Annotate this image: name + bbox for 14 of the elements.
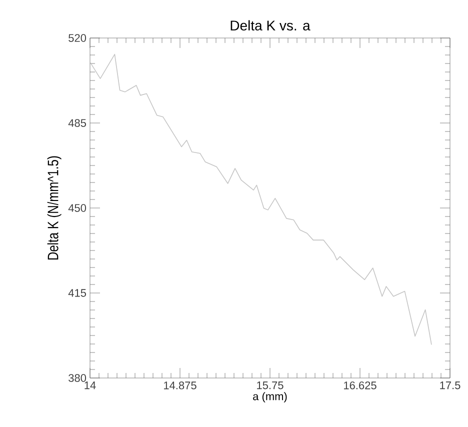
y-tick-label: 485 <box>68 119 86 127</box>
y-tick-label: 415 <box>68 289 86 297</box>
x-tick-label: 14 <box>84 382 96 390</box>
x-tick-label: 16.625 <box>344 382 376 390</box>
x-axis-title: a (mm) <box>253 392 287 402</box>
y-tick-label: 520 <box>68 34 86 42</box>
y-tick-label: 450 <box>68 204 86 212</box>
y-tick-label: 380 <box>68 374 86 382</box>
y-axis-title: Delta K (N/mm^1.5) <box>47 156 62 260</box>
x-tick-label: 17.5 <box>440 382 460 390</box>
x-tick-label: 15.75 <box>257 382 284 390</box>
line-series <box>90 54 432 346</box>
x-tick-label: 14.875 <box>164 382 196 390</box>
chart-title: Delta K vs. a <box>230 20 310 31</box>
